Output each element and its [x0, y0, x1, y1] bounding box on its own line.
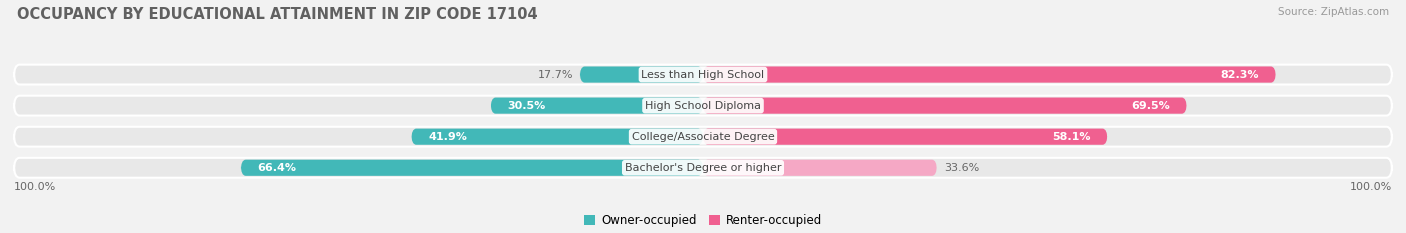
- Text: College/Associate Degree: College/Associate Degree: [631, 132, 775, 142]
- Text: Less than High School: Less than High School: [641, 70, 765, 79]
- Text: 66.4%: 66.4%: [257, 163, 297, 173]
- Legend: Owner-occupied, Renter-occupied: Owner-occupied, Renter-occupied: [583, 214, 823, 227]
- Text: 33.6%: 33.6%: [943, 163, 979, 173]
- FancyBboxPatch shape: [240, 160, 703, 176]
- Text: 58.1%: 58.1%: [1052, 132, 1091, 142]
- FancyBboxPatch shape: [14, 158, 1392, 178]
- FancyBboxPatch shape: [703, 160, 936, 176]
- Text: 69.5%: 69.5%: [1132, 101, 1170, 111]
- Text: 82.3%: 82.3%: [1220, 70, 1260, 79]
- Text: 41.9%: 41.9%: [427, 132, 467, 142]
- FancyBboxPatch shape: [491, 98, 703, 114]
- Text: Bachelor's Degree or higher: Bachelor's Degree or higher: [624, 163, 782, 173]
- FancyBboxPatch shape: [703, 66, 1275, 83]
- Text: 100.0%: 100.0%: [14, 182, 56, 192]
- FancyBboxPatch shape: [703, 98, 1187, 114]
- FancyBboxPatch shape: [14, 96, 1392, 116]
- Text: 17.7%: 17.7%: [537, 70, 572, 79]
- Text: 30.5%: 30.5%: [508, 101, 546, 111]
- Text: Source: ZipAtlas.com: Source: ZipAtlas.com: [1278, 7, 1389, 17]
- FancyBboxPatch shape: [703, 129, 1108, 145]
- Text: 100.0%: 100.0%: [1350, 182, 1392, 192]
- FancyBboxPatch shape: [412, 129, 703, 145]
- Text: High School Diploma: High School Diploma: [645, 101, 761, 111]
- FancyBboxPatch shape: [14, 127, 1392, 147]
- Text: OCCUPANCY BY EDUCATIONAL ATTAINMENT IN ZIP CODE 17104: OCCUPANCY BY EDUCATIONAL ATTAINMENT IN Z…: [17, 7, 537, 22]
- FancyBboxPatch shape: [579, 66, 703, 83]
- FancyBboxPatch shape: [14, 65, 1392, 85]
